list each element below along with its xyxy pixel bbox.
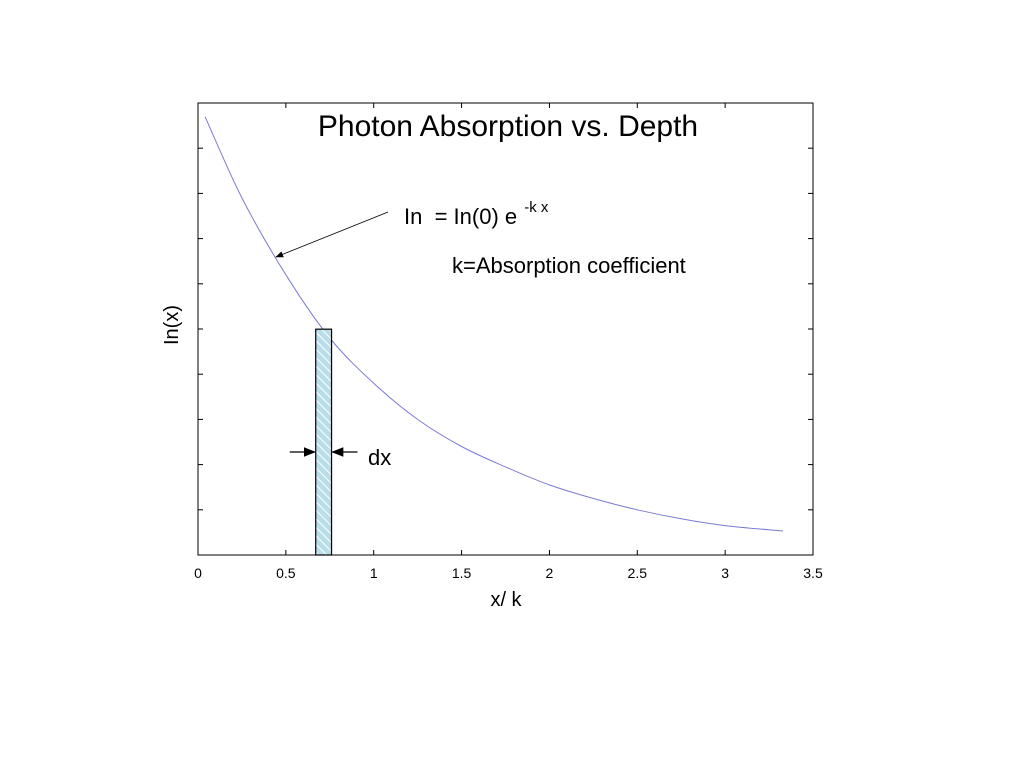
- x-tick-label: 1.5: [452, 565, 472, 581]
- absorption-curve: [204, 116, 784, 532]
- plot-frame: [197, 102, 814, 556]
- x-tick-label: 2.5: [628, 565, 648, 581]
- equation-annotation: In = In(0) e -k x: [404, 199, 549, 229]
- equation-superscript: -k x: [524, 199, 549, 216]
- x-axis-title: x/ k: [490, 589, 522, 611]
- x-tick-label: 1: [370, 565, 378, 581]
- equation-base: In = In(0) e: [404, 204, 517, 229]
- y-axis-title: In(x): [161, 305, 183, 345]
- slab-dx-rect: [315, 328, 333, 556]
- slab-label: dx: [368, 445, 391, 470]
- x-tick-label: 2: [546, 565, 554, 581]
- x-tick-label: 0.5: [276, 565, 296, 581]
- y-axis-ticks: [198, 102, 813, 556]
- x-tick-label: 0: [194, 565, 202, 581]
- chart-title: Photon Absorption vs. Depth: [318, 110, 698, 143]
- equation-pointer-arrow-icon: [275, 211, 389, 258]
- x-axis-tick-labels: 0 0.5 1 1.5 2 2.5 3 3.5: [194, 565, 823, 581]
- x-tick-label: 3.5: [803, 565, 823, 581]
- definition-annotation: k=Absorption coefficient: [452, 253, 686, 278]
- x-tick-label: 3: [721, 565, 729, 581]
- x-axis-ticks: [197, 103, 814, 555]
